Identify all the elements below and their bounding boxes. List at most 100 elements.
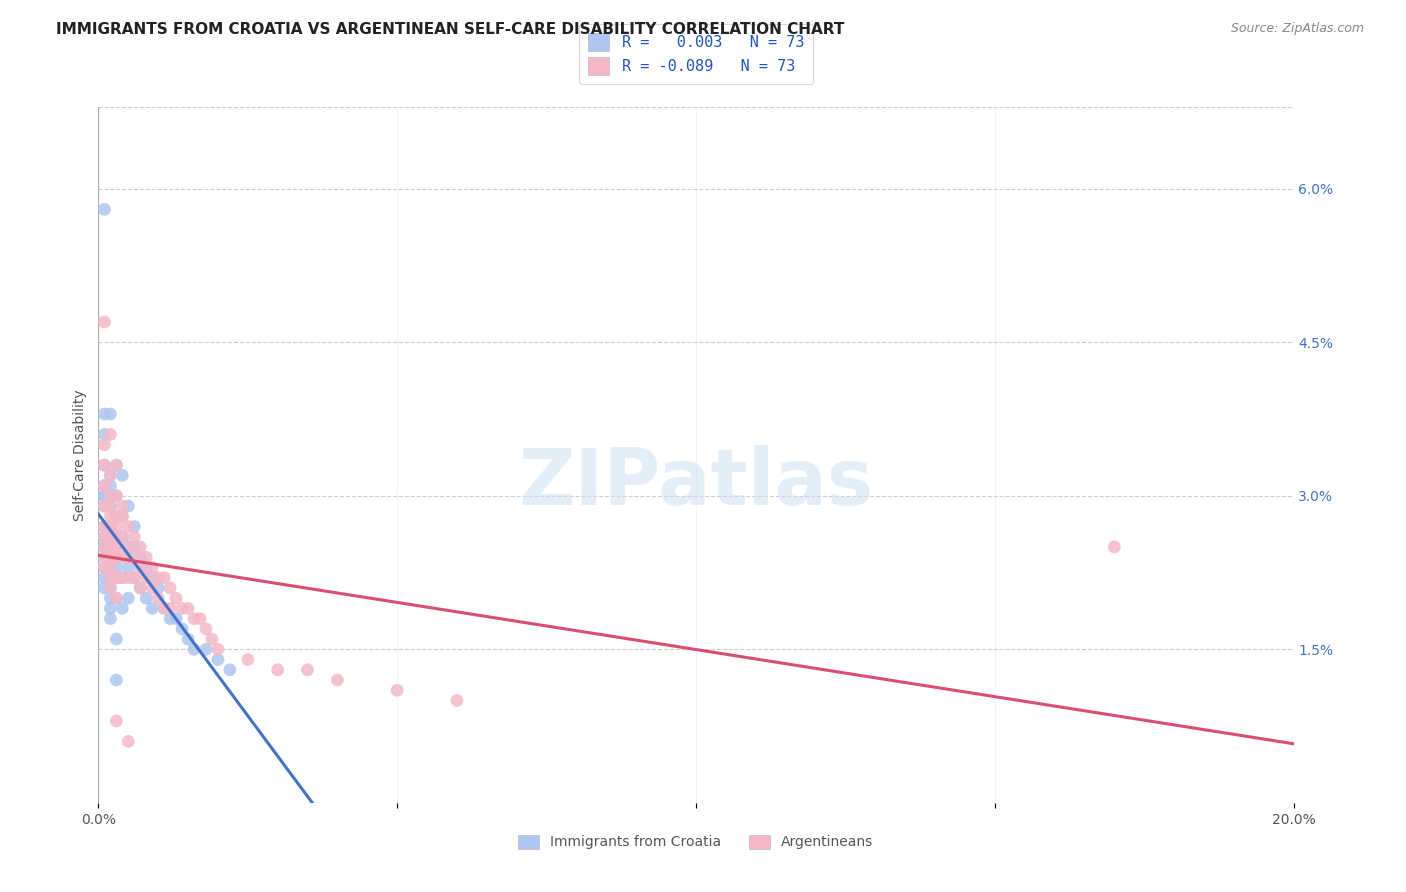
Point	[385, 683, 409, 698]
Point	[105, 458, 128, 472]
Point	[117, 734, 139, 748]
Point	[117, 560, 139, 574]
Point	[183, 612, 205, 626]
Point	[111, 509, 134, 524]
Point	[93, 540, 115, 554]
Point	[105, 458, 128, 472]
Point	[165, 591, 187, 606]
Point	[207, 642, 229, 657]
Point	[98, 560, 122, 574]
Point	[93, 478, 115, 492]
Point	[177, 601, 200, 615]
Point	[111, 509, 134, 524]
Point	[93, 315, 115, 329]
Point	[159, 581, 181, 595]
Point	[105, 540, 128, 554]
Point	[105, 714, 128, 728]
Point	[105, 591, 128, 606]
Point	[98, 509, 122, 524]
Point	[141, 581, 163, 595]
Point	[124, 530, 146, 544]
Legend: Immigrants from Croatia, Argentineans: Immigrants from Croatia, Argentineans	[513, 829, 879, 855]
Point	[93, 499, 115, 513]
Point	[93, 581, 115, 595]
Point	[148, 581, 170, 595]
Point	[93, 489, 115, 503]
Point	[111, 530, 134, 544]
Point	[98, 499, 122, 513]
Point	[105, 550, 128, 565]
Point	[98, 489, 122, 503]
Point	[98, 519, 122, 533]
Text: IMMIGRANTS FROM CROATIA VS ARGENTINEAN SELF-CARE DISABILITY CORRELATION CHART: IMMIGRANTS FROM CROATIA VS ARGENTINEAN S…	[56, 22, 845, 37]
Point	[129, 560, 152, 574]
Point	[93, 438, 115, 452]
Point	[105, 530, 128, 544]
Point	[105, 509, 128, 524]
Point	[172, 622, 194, 636]
Point	[446, 693, 468, 707]
Point	[93, 427, 115, 442]
Point	[135, 550, 157, 565]
Point	[141, 601, 163, 615]
Point	[172, 601, 194, 615]
Point	[159, 601, 181, 615]
Point	[326, 673, 349, 687]
Point	[98, 519, 122, 533]
Point	[98, 560, 122, 574]
Point	[93, 560, 115, 574]
Point	[93, 550, 115, 565]
Point	[93, 550, 115, 565]
Point	[207, 652, 229, 666]
Text: ZIPatlas: ZIPatlas	[519, 445, 873, 521]
Point	[93, 560, 115, 574]
Point	[98, 612, 122, 626]
Point	[111, 468, 134, 483]
Point	[98, 540, 122, 554]
Point	[93, 458, 115, 472]
Point	[129, 550, 152, 565]
Point	[124, 571, 146, 585]
Point	[105, 540, 128, 554]
Point	[195, 642, 218, 657]
Point	[98, 550, 122, 565]
Point	[93, 540, 115, 554]
Point	[135, 560, 157, 574]
Point	[117, 550, 139, 565]
Point	[93, 571, 115, 585]
Point	[98, 591, 122, 606]
Point	[177, 632, 200, 646]
Point	[98, 468, 122, 483]
Point	[93, 499, 115, 513]
Point	[98, 478, 122, 492]
Point	[105, 550, 128, 565]
Point	[236, 652, 259, 666]
Point	[117, 591, 139, 606]
Point	[148, 591, 170, 606]
Point	[105, 673, 128, 687]
Point	[267, 663, 290, 677]
Point	[135, 591, 157, 606]
Point	[183, 642, 205, 657]
Point	[98, 601, 122, 615]
Point	[98, 540, 122, 554]
Point	[98, 427, 122, 442]
Point	[1104, 540, 1126, 554]
Point	[153, 571, 176, 585]
Point	[117, 519, 139, 533]
Point	[105, 509, 128, 524]
Point	[98, 489, 122, 503]
Point	[153, 601, 176, 615]
Point	[98, 407, 122, 421]
Point	[111, 499, 134, 513]
Point	[105, 530, 128, 544]
Point	[141, 560, 163, 574]
Point	[165, 612, 187, 626]
Point	[141, 571, 163, 585]
Point	[297, 663, 319, 677]
Point	[188, 612, 211, 626]
Point	[111, 530, 134, 544]
Point	[105, 571, 128, 585]
Point	[105, 571, 128, 585]
Point	[111, 550, 134, 565]
